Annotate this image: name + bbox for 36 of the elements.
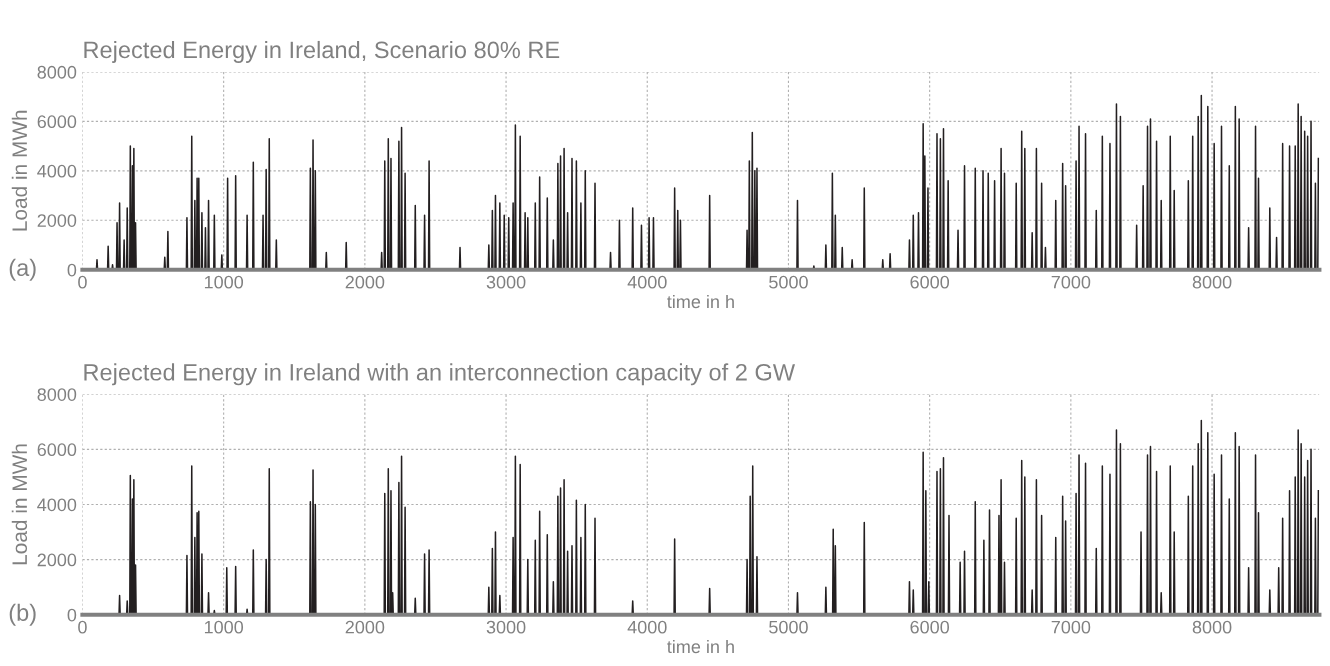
x-tick-label: 4000 [627, 275, 667, 289]
y-tick-label: 8000 [37, 388, 77, 401]
chart-title: Rejected Energy in Ireland with an interconnection capacity of 2 GW [84, 363, 796, 386]
y-tick-label: 0 [67, 263, 77, 277]
x-tick-label: 5000 [769, 620, 808, 634]
x-axis-title: time in h [667, 294, 734, 309]
x-tick-label: 0 [78, 620, 87, 634]
y-tick-label: 4000 [37, 164, 77, 178]
x-tick-label: 8000 [1192, 275, 1232, 289]
y-axis-title: Load in MWh [11, 110, 28, 231]
x-tick-label: 1000 [204, 275, 244, 289]
x-tick-label: 8000 [1192, 620, 1232, 634]
x-tick-label: 6000 [910, 620, 950, 634]
x-tick-label: 3000 [486, 620, 526, 634]
y-tick-label: 0 [67, 608, 77, 622]
x-tick-label: 3000 [486, 275, 526, 289]
x-tick-label: 6000 [910, 275, 950, 289]
x-tick-label: 2000 [345, 620, 385, 634]
x-tick-label: 7000 [1051, 275, 1091, 289]
x-tick-label: 4000 [627, 620, 667, 634]
x-tick-label: 7000 [1051, 620, 1091, 634]
text: (a) [9, 258, 36, 281]
x-tick-label: 0 [78, 275, 87, 289]
y-tick-label: 8000 [37, 65, 77, 79]
y-tick-label: 2000 [37, 214, 77, 227]
y-tick-label: 2000 [37, 553, 77, 567]
x-axis-title: time in h [667, 639, 734, 654]
x-tick-label: 1000 [204, 620, 244, 634]
chart-title: Rejected Energy in Ireland, Scenario 80% RE [84, 40, 560, 63]
y-axis-title: Load in MWh [11, 444, 28, 565]
y-tick-label: 6000 [37, 443, 77, 457]
text: (b) [9, 603, 36, 626]
x-tick-label: 2000 [345, 275, 385, 289]
x-tick-label: 5000 [769, 275, 808, 289]
y-tick-label: 4000 [37, 498, 77, 512]
y-tick-label: 6000 [37, 115, 77, 129]
